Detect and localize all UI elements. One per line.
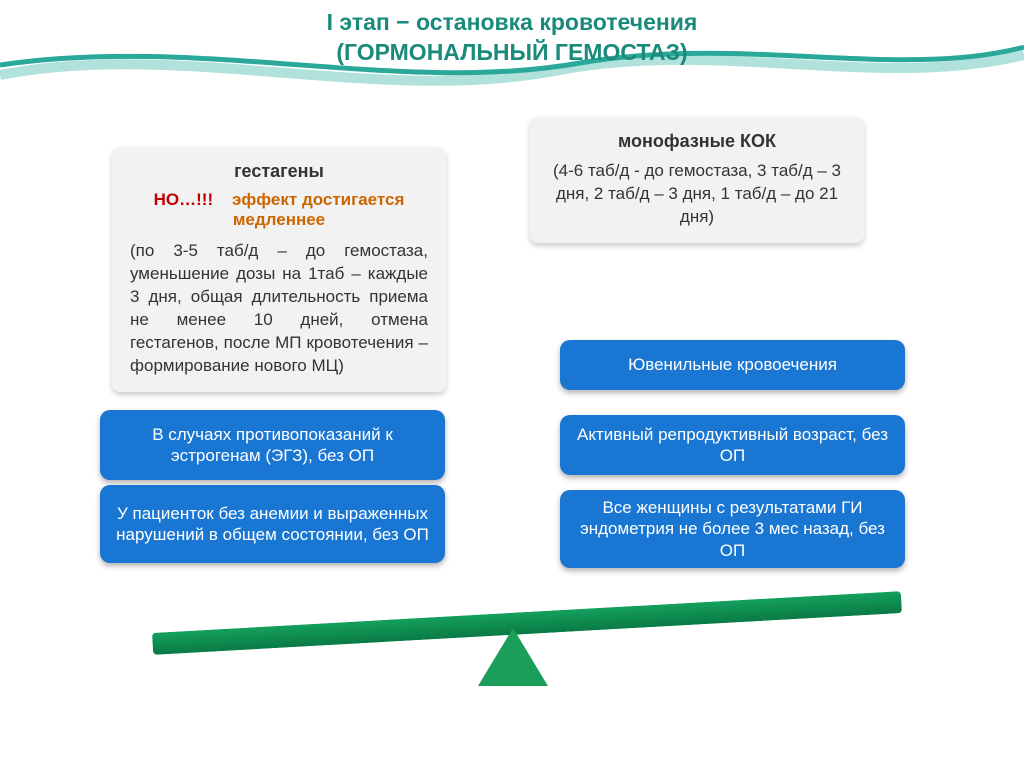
balance-fulcrum (478, 628, 548, 686)
warning-suffix: эффект достигается медленнее (232, 190, 404, 229)
right-indication-3: Все женщины с результатами ГИ эндометрия… (560, 490, 905, 568)
left-indication-1: В случаях противопоказаний к эстрогенам … (100, 410, 445, 480)
right-indication-2: Активный репродуктивный возраст, без ОП (560, 415, 905, 475)
page-title: I этап − остановка кровотечения (ГОРМОНА… (0, 0, 1024, 68)
gestagens-heading: гестагены (130, 161, 428, 182)
gestagens-body: (по 3-5 таб/д – до гемостаза, уменьшение… (130, 240, 428, 378)
gestagens-warning: НО…!!! эффект достигается медленнее (130, 190, 428, 230)
coc-heading: монофазные КОК (548, 131, 846, 152)
right-indication-1: Ювенильные кровоечения (560, 340, 905, 390)
left-indication-2: У пациенток без анемии и выраженных нару… (100, 485, 445, 563)
title-line-1: I этап − остановка кровотечения (0, 8, 1024, 38)
warning-prefix: НО…!!! (154, 190, 213, 209)
title-line-2: (ГОРМОНАЛЬНЫЙ ГЕМОСТАЗ) (0, 38, 1024, 68)
gestagens-card: гестагены НО…!!! эффект достигается медл… (112, 147, 446, 392)
coc-card: монофазные КОК (4-6 таб/д - до гемостаза… (530, 117, 864, 243)
coc-body: (4-6 таб/д - до гемостаза, 3 таб/д – 3 д… (548, 160, 846, 229)
